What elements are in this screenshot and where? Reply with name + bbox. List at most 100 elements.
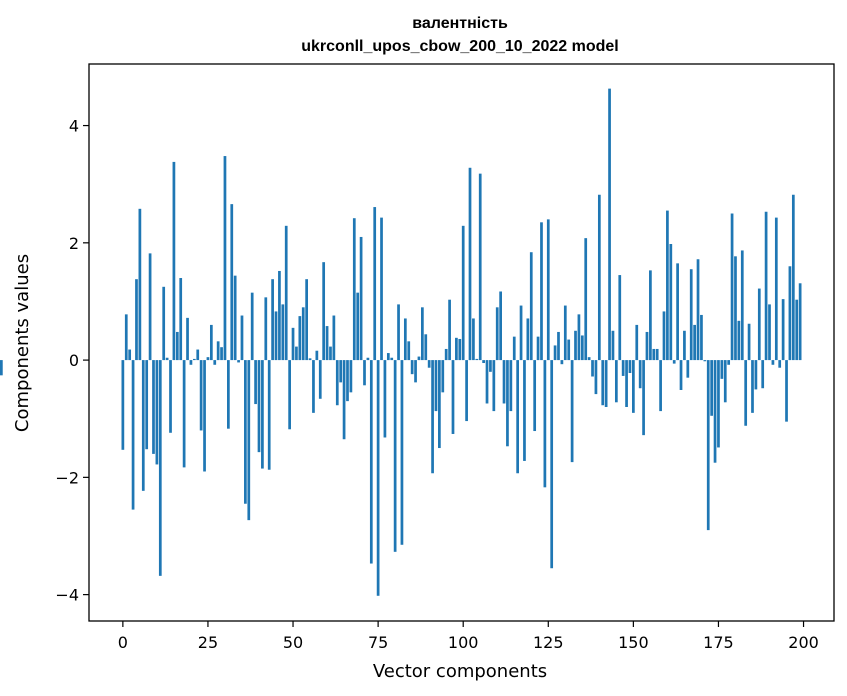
bar-186 <box>754 360 758 390</box>
bar-8 <box>148 253 152 361</box>
bar-112 <box>502 360 506 404</box>
bar-60 <box>325 326 329 361</box>
y-tick-label: −2 <box>55 468 79 487</box>
bars-group <box>0 88 802 596</box>
bar-151 <box>635 324 639 361</box>
bar-10 <box>155 360 159 465</box>
bar-161 <box>669 244 673 361</box>
bar-104 <box>475 358 479 361</box>
bar-12 <box>162 286 166 361</box>
x-tick-label: 100 <box>448 633 479 652</box>
bar-155 <box>649 270 652 361</box>
bar-150 <box>632 360 635 413</box>
bar-50 <box>291 327 295 361</box>
bar-187 <box>757 288 761 361</box>
bar-6 <box>141 360 145 491</box>
bar-131 <box>567 339 571 361</box>
bar-138 <box>591 360 594 377</box>
bar-87 <box>417 356 421 361</box>
bar-171 <box>703 360 707 362</box>
bar-76 <box>380 217 383 361</box>
chart-subtitle: ukrconll_upos_cbow_200_10_2022 model <box>301 38 618 55</box>
bar-121 <box>533 360 537 432</box>
y-tick-label: −4 <box>55 586 79 605</box>
bar-188 <box>761 360 765 389</box>
bar-19 <box>186 317 189 361</box>
bar-15 <box>172 161 176 361</box>
x-tick-label: 25 <box>198 633 218 652</box>
bar-91 <box>431 360 434 474</box>
bar-63 <box>335 360 339 406</box>
bar-122 <box>536 336 540 361</box>
bar-26 <box>209 324 213 361</box>
bar-111 <box>499 291 502 361</box>
bar-100 <box>461 225 465 361</box>
bar-27 <box>213 360 217 365</box>
bar-132 <box>570 360 574 463</box>
bar-143 <box>608 88 611 361</box>
bar-46 <box>278 270 281 361</box>
bar-175 <box>717 360 720 448</box>
bar-32 <box>230 204 234 361</box>
bar-80 <box>393 360 397 552</box>
bar-144 <box>611 330 615 361</box>
bar-127 <box>553 345 557 361</box>
bar-55 <box>308 358 312 361</box>
bar-25 <box>206 357 210 361</box>
bar-107 <box>485 360 489 404</box>
bar-17 <box>179 278 183 361</box>
bar-165 <box>683 330 686 361</box>
bar-148 <box>625 360 628 407</box>
bar-59 <box>322 262 326 361</box>
bar-18 <box>182 360 186 468</box>
bar-69 <box>356 292 360 361</box>
bar-75 <box>376 360 380 596</box>
bar-35 <box>240 315 244 361</box>
bar-62 <box>332 315 336 361</box>
x-tick-label: 0 <box>118 633 128 652</box>
bar-9 <box>152 360 155 454</box>
bar-1 <box>124 314 128 361</box>
x-tick-label: 50 <box>283 633 303 652</box>
bar-119 <box>526 318 530 361</box>
bar-102 <box>468 167 472 361</box>
bar-78 <box>386 353 390 361</box>
y-tick-label: 2 <box>69 234 79 253</box>
bar-116 <box>516 360 520 474</box>
bar-164 <box>679 360 683 390</box>
y-tick-label: 0 <box>69 351 79 370</box>
bar-89 <box>424 334 428 361</box>
bar-195 <box>785 360 788 422</box>
bar-30 <box>223 156 227 361</box>
bar-97 <box>451 360 455 434</box>
bar-103 <box>472 318 475 361</box>
bar-93 <box>438 360 441 449</box>
bar-28 <box>216 341 220 361</box>
bar-44 <box>271 279 274 361</box>
bar-54 <box>305 279 308 361</box>
bar-181 <box>737 320 741 361</box>
bar-137 <box>587 357 591 361</box>
bar-11 <box>158 360 162 576</box>
bar-197 <box>791 194 795 361</box>
bar-3 <box>131 360 135 510</box>
bar-145 <box>614 360 618 403</box>
bar-14 <box>169 360 172 433</box>
bar-117 <box>519 305 523 361</box>
bar-147 <box>621 360 625 376</box>
bar-156 <box>652 348 656 361</box>
bar-84 <box>407 341 411 361</box>
bar-126 <box>550 360 554 569</box>
bar-109 <box>492 360 496 412</box>
bar-167 <box>689 269 693 361</box>
bar-53 <box>301 307 305 361</box>
bar-85 <box>410 360 414 375</box>
bar-96 <box>448 299 451 361</box>
bar-37 <box>247 360 251 521</box>
x-axis-label: Vector components <box>373 661 547 682</box>
bar-61 <box>329 346 332 361</box>
bar-198 <box>795 299 799 361</box>
x-tick-label: 75 <box>368 633 388 652</box>
bar-178 <box>727 360 731 365</box>
